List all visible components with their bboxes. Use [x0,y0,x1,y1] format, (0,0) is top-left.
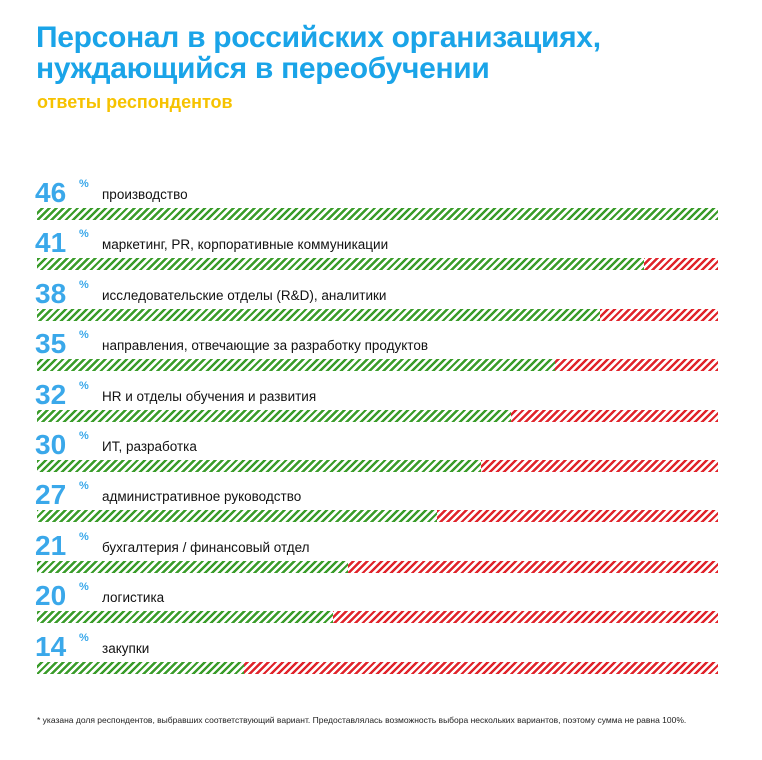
data-label: 35 [35,328,67,360]
bar [37,560,348,573]
category-label: производство [102,187,188,202]
category-label: логистика [102,590,165,606]
percent-sign: % [79,581,89,594]
chart-row: 20% логистика [0,581,762,631]
data-label: 32 [35,378,67,410]
chart-row: 38% исследовательские отделы (R&D), анали… [0,277,762,329]
bar-track [37,661,718,674]
category-label: HR и отделы обучения и развития [102,388,317,404]
bar-track [37,208,718,220]
percent-sign: % [79,530,89,543]
percent-sign: % [79,379,89,392]
percent-sign: % [79,480,89,493]
bar-track [37,409,718,422]
data-label: 20 [35,580,67,612]
chart-row: 32% HR и отделы обучения и развития [0,378,762,430]
chart-row: 30% ИТ, разработка [0,430,762,480]
chart-subtitle: ответы респондентов [37,92,233,112]
chart-row: 21% бухгалтерия / финансовый отдел [0,529,762,581]
bar [37,258,644,271]
bar [37,510,437,523]
chart-row: 35% направления, отвечающие за разработку… [0,329,762,379]
category-label: направления, отвечающие за разработку пр… [102,338,429,354]
category-label: закупки [102,640,150,656]
chart-title: Персонал в российских организациях, нужд… [36,22,601,84]
data-label: 38 [35,277,67,309]
category-label: исследовательские отделы (R&D), аналитик… [102,287,387,303]
percent-sign: % [79,329,89,342]
percent-sign: % [79,178,89,190]
chart-row: 41% маркетинг, PR, корпоративные коммуник… [0,228,762,278]
bar-track [37,510,718,523]
chart-title-line-2: нуждающийся в переобучении [36,52,490,85]
bar [37,611,334,624]
bar [37,359,556,372]
chart-row: 27% административное руководство [0,480,762,530]
bar [37,460,482,472]
data-label: 14 [35,630,67,662]
chart-row: 14% закупки [0,630,762,682]
bar-track [37,308,718,321]
percent-sign: % [79,228,89,241]
bar-track [37,560,718,573]
data-label: 21 [35,529,67,561]
data-label: 41 [35,227,67,259]
category-label: бухгалтерия / финансовый отдел [102,539,310,555]
data-label: 30 [35,429,67,460]
category-label: административное руководство [102,489,302,505]
bar [37,409,511,422]
chart-title-line-1: Персонал в российских организациях, [36,21,601,54]
percent-sign: % [79,278,89,291]
bar [37,661,245,674]
bar [37,208,718,220]
bar-track [37,460,718,472]
category-label: ИТ, разработка [102,439,197,454]
data-label: 27 [35,479,67,511]
bar-track [37,359,718,372]
data-label: 46 [35,177,67,208]
footnote: * указана доля респондентов, выбравших с… [37,715,687,725]
bar [37,308,600,321]
percent-sign: % [79,631,89,644]
category-label: маркетинг, PR, корпоративные коммуникаци… [102,237,389,253]
bar-track [37,611,718,624]
chart-row: 46% производство [0,178,762,228]
bar-track [37,258,718,271]
percent-sign: % [79,430,89,442]
